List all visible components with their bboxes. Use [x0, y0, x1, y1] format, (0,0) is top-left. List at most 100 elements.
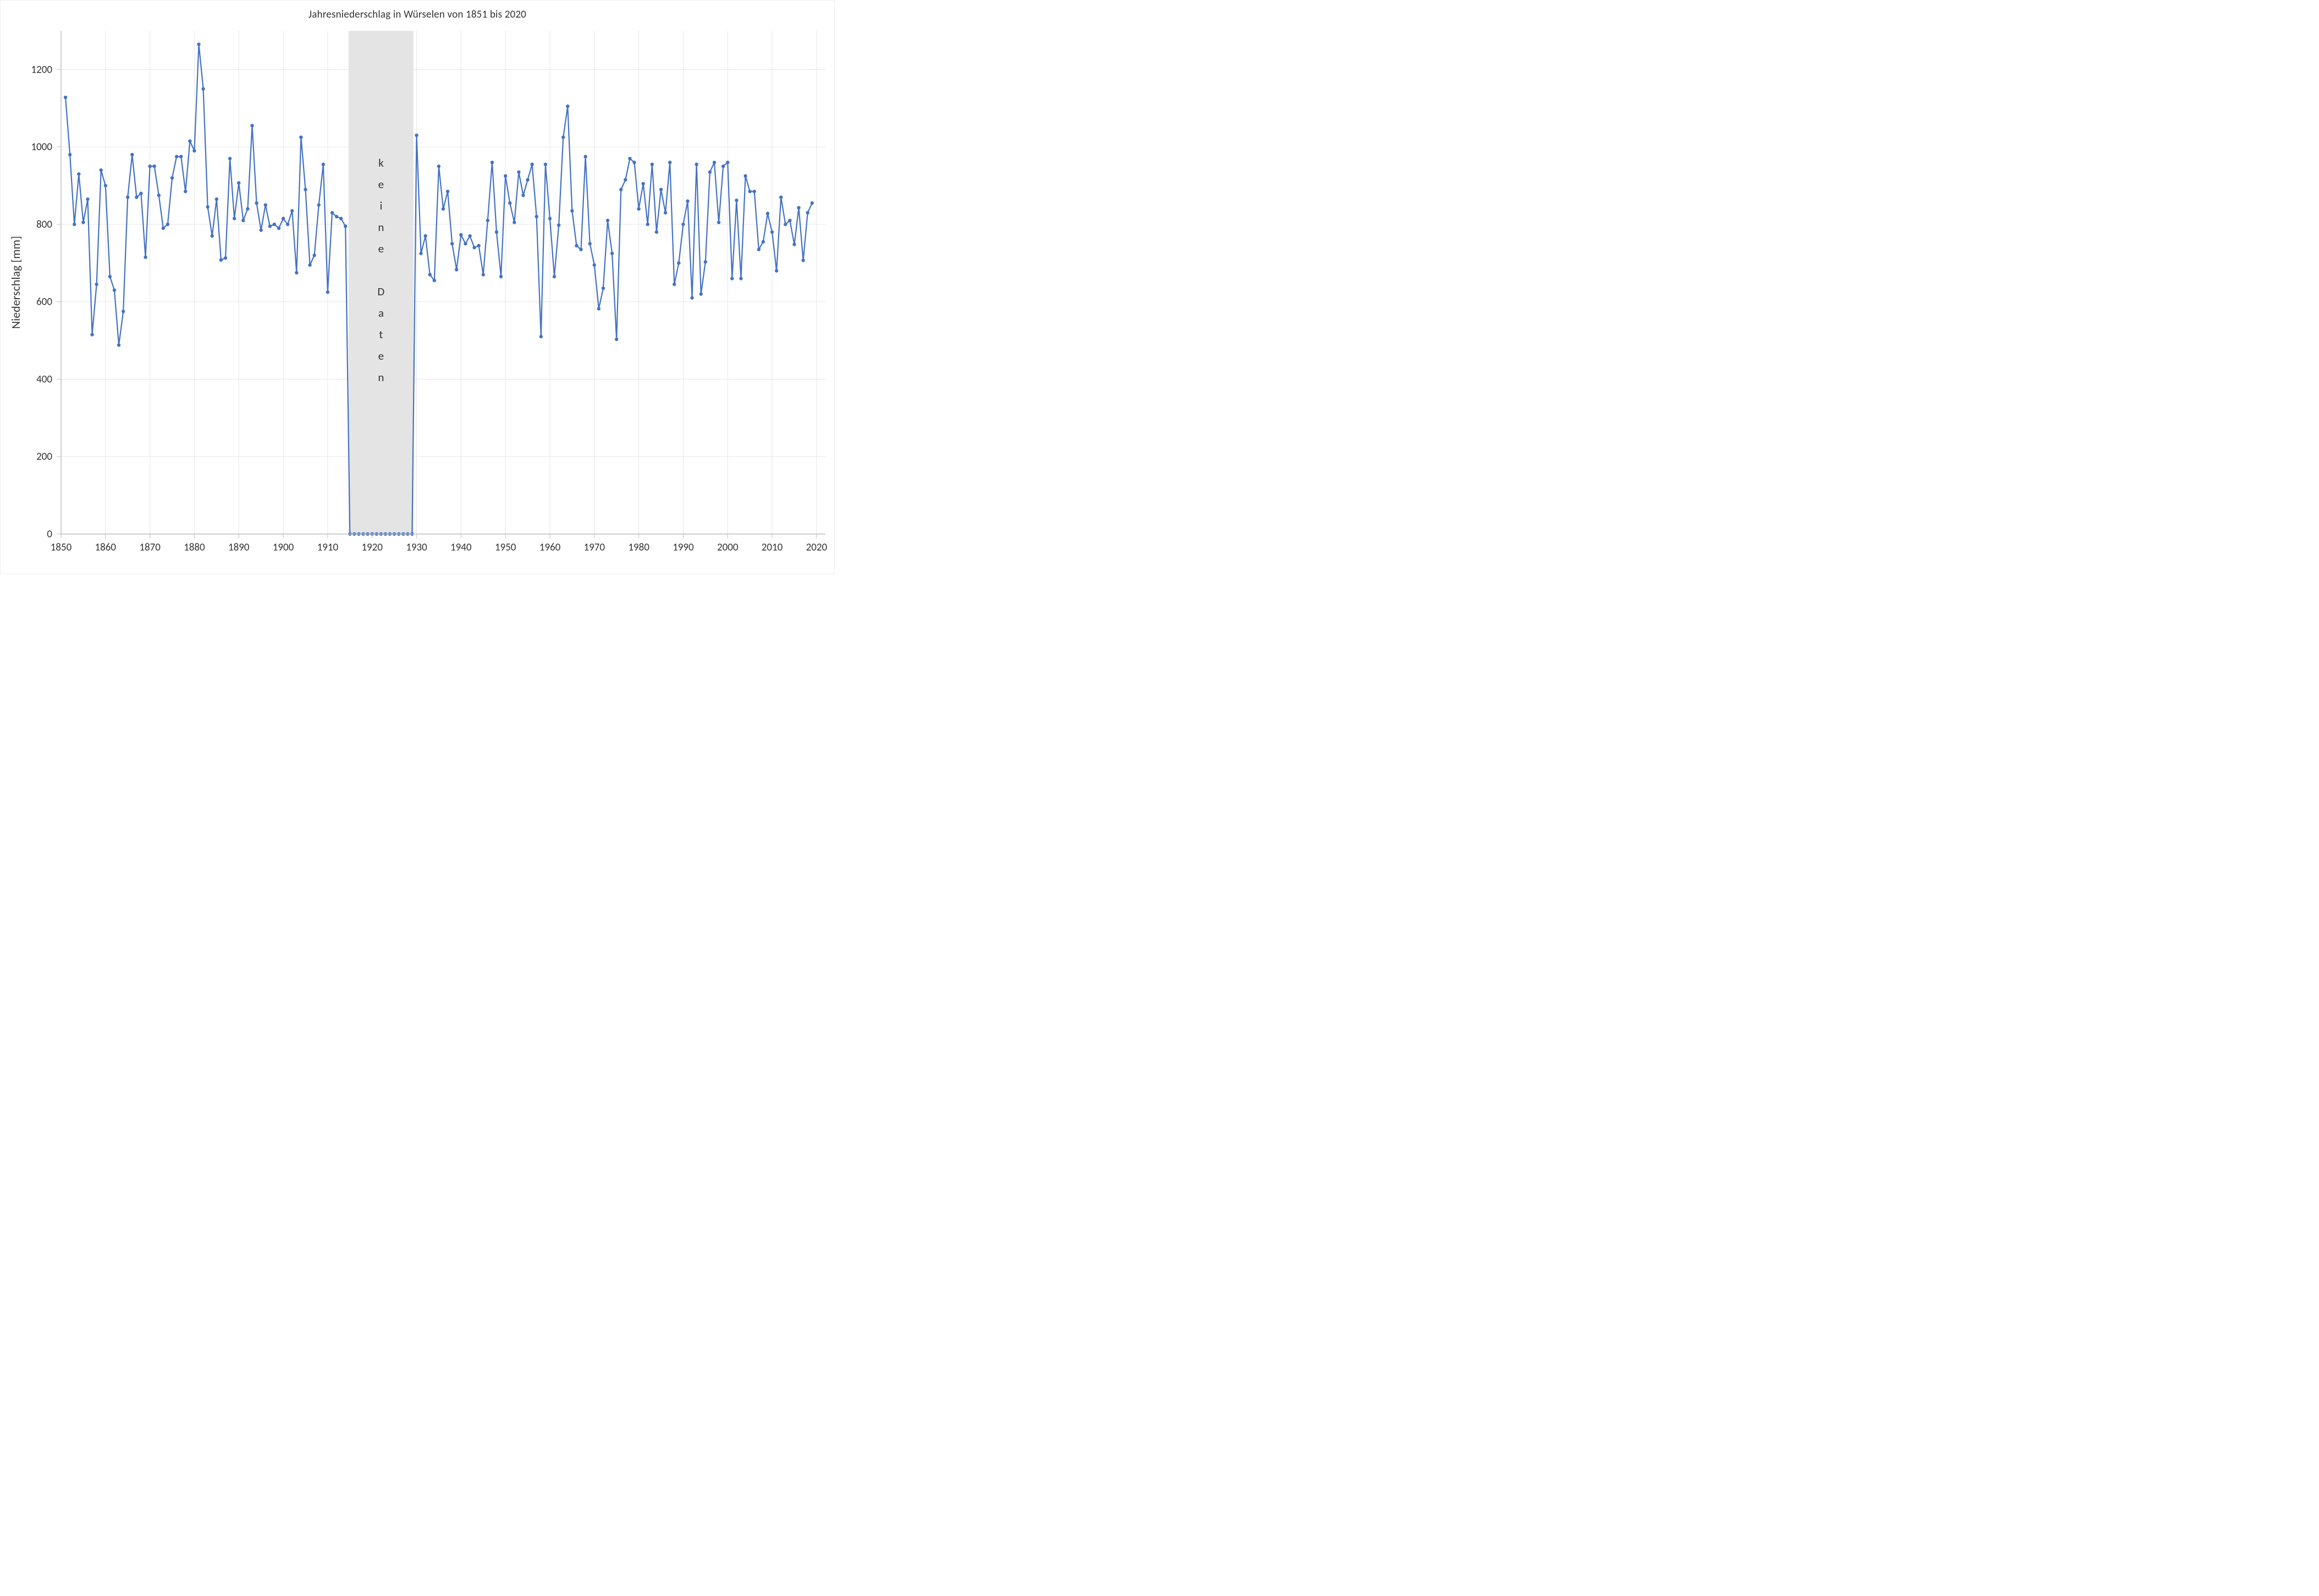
x-tick-label: 1880: [184, 541, 205, 554]
x-tick-label: 1900: [273, 541, 294, 554]
data-point: [539, 335, 543, 338]
data-point: [668, 161, 671, 164]
no-data-band: [349, 31, 414, 534]
data-point: [699, 292, 703, 295]
data-point: [331, 211, 334, 214]
data-point: [619, 188, 623, 191]
data-point: [708, 170, 712, 174]
x-tick-label: 1860: [95, 541, 117, 554]
data-point: [117, 343, 120, 346]
data-point: [566, 104, 569, 108]
data-point: [726, 161, 729, 164]
data-point: [730, 277, 734, 280]
data-point: [264, 203, 267, 207]
data-point: [179, 155, 183, 158]
x-tick-label: 1930: [406, 541, 427, 554]
data-point: [593, 263, 596, 267]
data-point: [801, 258, 805, 262]
x-tick-label: 1990: [673, 541, 694, 554]
data-point: [561, 135, 565, 139]
data-point: [743, 174, 747, 178]
data-point: [557, 223, 560, 227]
no-data-label-char: n: [378, 370, 384, 384]
data-point: [553, 275, 556, 278]
data-point: [646, 223, 649, 226]
y-axis-label: Niederschlag [mm]: [8, 236, 23, 329]
data-point: [442, 207, 445, 211]
data-point: [535, 215, 538, 218]
data-point: [775, 269, 778, 272]
data-point: [544, 163, 547, 166]
data-point: [246, 207, 249, 211]
data-point: [811, 201, 814, 205]
data-point: [339, 217, 343, 220]
data-point: [468, 234, 471, 238]
x-tick-label: 1980: [628, 541, 649, 554]
x-tick-label: 2010: [762, 541, 783, 554]
y-tick-label: 400: [36, 373, 52, 386]
x-tick-label: 1850: [51, 541, 72, 554]
data-point: [499, 275, 503, 278]
data-point: [335, 215, 338, 218]
data-point: [308, 263, 311, 267]
data-point: [64, 96, 67, 99]
data-point: [570, 209, 574, 212]
data-point: [322, 163, 325, 166]
y-tick-label: 600: [36, 296, 52, 309]
data-point: [433, 279, 436, 282]
data-point: [273, 223, 276, 226]
y-tick-label: 800: [36, 218, 52, 231]
x-tick-label: 2020: [806, 541, 828, 554]
data-point: [792, 243, 796, 246]
data-point: [579, 247, 582, 251]
data-point: [690, 296, 693, 299]
data-point: [583, 155, 587, 158]
data-point: [268, 224, 272, 228]
no-data-label-char: t: [379, 327, 383, 342]
x-tick-label: 1890: [228, 541, 250, 554]
data-point: [108, 275, 112, 278]
data-point: [521, 194, 525, 197]
data-point: [344, 224, 347, 228]
y-tick-label: 1200: [31, 63, 52, 76]
data-point: [602, 287, 605, 290]
data-point: [766, 212, 769, 215]
data-point: [779, 195, 783, 199]
data-point: [192, 149, 196, 152]
data-point: [86, 197, 89, 201]
data-point: [113, 288, 116, 291]
data-point: [148, 164, 151, 168]
data-point: [277, 227, 280, 230]
data-point: [241, 219, 245, 222]
data-point: [81, 221, 85, 224]
y-tick-label: 200: [36, 450, 52, 463]
data-point: [597, 307, 601, 310]
data-point: [491, 161, 494, 164]
data-point: [130, 153, 134, 156]
data-point: [144, 256, 147, 259]
data-point: [664, 211, 667, 214]
no-data-label-char: D: [377, 284, 384, 299]
data-point: [610, 252, 614, 255]
x-tick-label: 1910: [317, 541, 339, 554]
data-point: [695, 163, 698, 166]
data-point: [530, 163, 533, 166]
x-tick-label: 2000: [717, 541, 739, 554]
data-point: [126, 195, 129, 199]
data-point: [632, 161, 636, 164]
data-point: [224, 256, 227, 260]
data-point: [681, 223, 685, 226]
data-point: [206, 205, 209, 208]
data-point: [735, 199, 738, 202]
data-point: [482, 273, 485, 276]
data-point: [68, 153, 71, 156]
data-point: [637, 207, 640, 211]
data-point: [259, 228, 262, 232]
data-point: [651, 163, 654, 166]
data-point: [237, 181, 240, 184]
data-point: [250, 124, 254, 127]
data-point: [162, 227, 165, 230]
data-point: [184, 190, 187, 193]
data-point: [286, 223, 289, 226]
data-point: [659, 188, 663, 191]
